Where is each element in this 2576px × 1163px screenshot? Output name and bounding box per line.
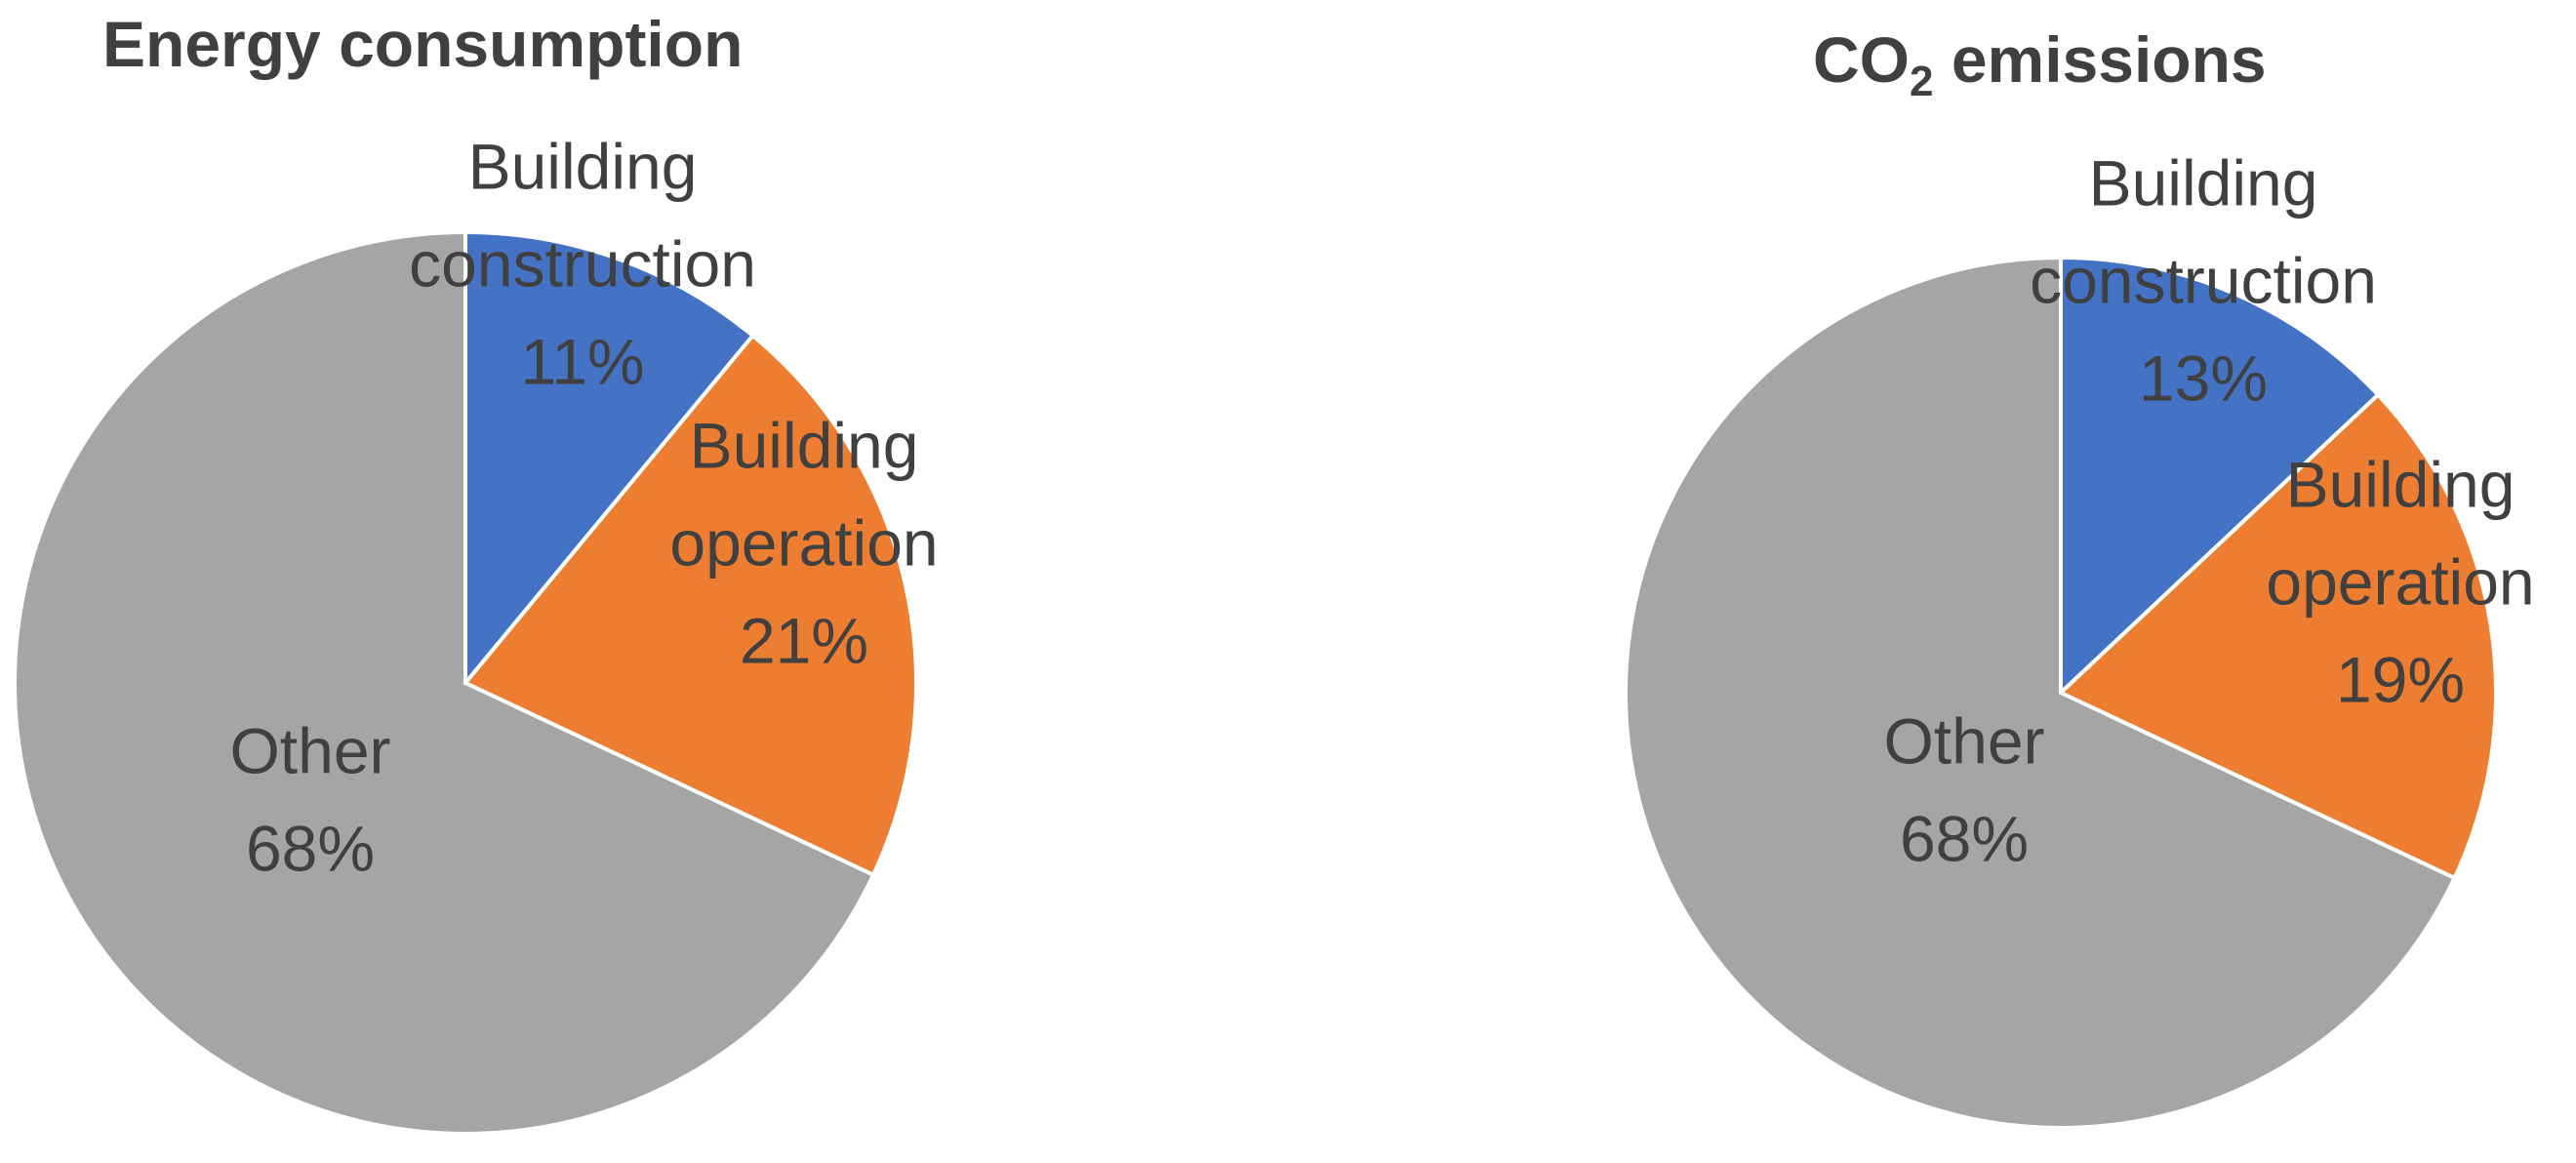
title-co: CO [1813,23,1910,96]
slice-value-label: 13% [2139,341,2268,414]
energy-consumption-chart: Energy consumption Building construction 1… [13,8,939,1136]
slice-value-label: 68% [246,812,375,884]
pie-slices [1624,255,2498,1130]
slice-value-label: 21% [740,604,868,676]
slice-value-label: 68% [1900,802,2029,874]
pie-slice-building-operation [2057,391,2498,881]
slice-label-building-construction: Building construction 13% [2030,146,2377,414]
slice-category-label: Other [1883,704,2044,777]
slice-label-building-construction: Building construction 11% [409,130,756,397]
pie-slice-other [13,229,876,1136]
slice-label-other: Other 68% [1883,704,2044,874]
pie-labels: Building construction 13%Building operation… [1883,146,2534,874]
slice-label-other: Other 68% [229,714,390,884]
co2-emissions-chart: CO2 emissions Building construction 13%Bui… [1624,23,2535,1130]
chart-title-co2-emissions: CO2 emissions [1813,23,2267,105]
slice-category-label: Other [229,714,390,786]
slice-label-building-operation: Building operation 19% [2266,448,2534,715]
slice-category-label: Building [2089,146,2318,219]
chart-title-energy-consumption: Energy consumption [102,8,743,80]
pie-slice-building-construction [2059,255,2381,698]
pie-slices [13,229,918,1136]
pie-slice-other [1624,255,2458,1130]
slice-category-label: Building [468,130,698,202]
pie-slice-building-construction [463,229,756,689]
slice-category-label: Building [690,409,919,481]
pie-slice-building-operation [462,333,918,878]
slice-category-label: operation [2266,545,2534,618]
pie-labels: Building construction 11% Building operation… [229,130,938,884]
slice-value-label: 11% [520,325,644,397]
title-suffix: emissions [1933,23,2266,96]
slice-category-label: Building [2286,448,2516,520]
slice-category-label: operation [669,506,938,579]
title-subscript: 2 [1910,58,1933,105]
slice-label-building-operation: Building operation 21% [669,409,938,676]
slice-category-label: construction [409,227,756,300]
slice-category-label: construction [2030,244,2377,316]
slice-value-label: 19% [2336,643,2465,715]
